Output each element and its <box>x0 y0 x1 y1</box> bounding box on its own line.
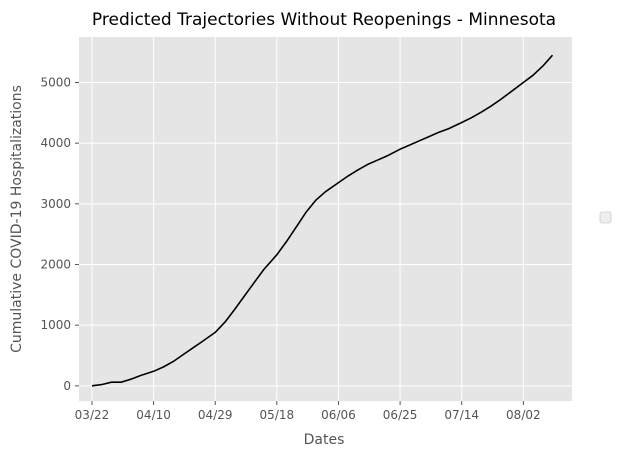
y-tick-label: 2000 <box>40 258 71 272</box>
x-tick-label: 06/25 <box>383 408 418 422</box>
plot-area-background <box>79 37 572 401</box>
x-axis-ticks: 03/22 04/10 04/29 05/18 06/06 06/25 07/14 08/02 <box>75 401 541 422</box>
y-tick-label: 3000 <box>40 197 71 211</box>
y-tick-label: 4000 <box>40 136 71 150</box>
chart-title: Predicted Trajectories Without Reopening… <box>92 10 556 30</box>
x-tick-label: 03/22 <box>75 408 110 422</box>
x-tick-label: 06/06 <box>321 408 356 422</box>
y-tick-label: 5000 <box>40 76 71 90</box>
y-axis-label: Cumulative COVID-19 Hospitalizations <box>9 85 25 353</box>
x-axis-label: Dates <box>304 432 345 448</box>
series-layer <box>91 54 554 387</box>
x-tick-label: 04/10 <box>136 408 171 422</box>
y-tick-label: 1000 <box>40 318 71 332</box>
series-line <box>91 54 554 387</box>
legend-box <box>599 211 612 224</box>
x-tick-label: 05/18 <box>260 408 295 422</box>
y-axis-ticks: 0 1000 2000 3000 4000 5000 <box>40 76 79 393</box>
x-tick-label: 08/02 <box>506 408 541 422</box>
y-tick-label: 0 <box>63 379 71 393</box>
x-tick-label: 07/14 <box>444 408 479 422</box>
grid-lines <box>79 37 572 401</box>
x-tick-label: 04/29 <box>198 408 233 422</box>
